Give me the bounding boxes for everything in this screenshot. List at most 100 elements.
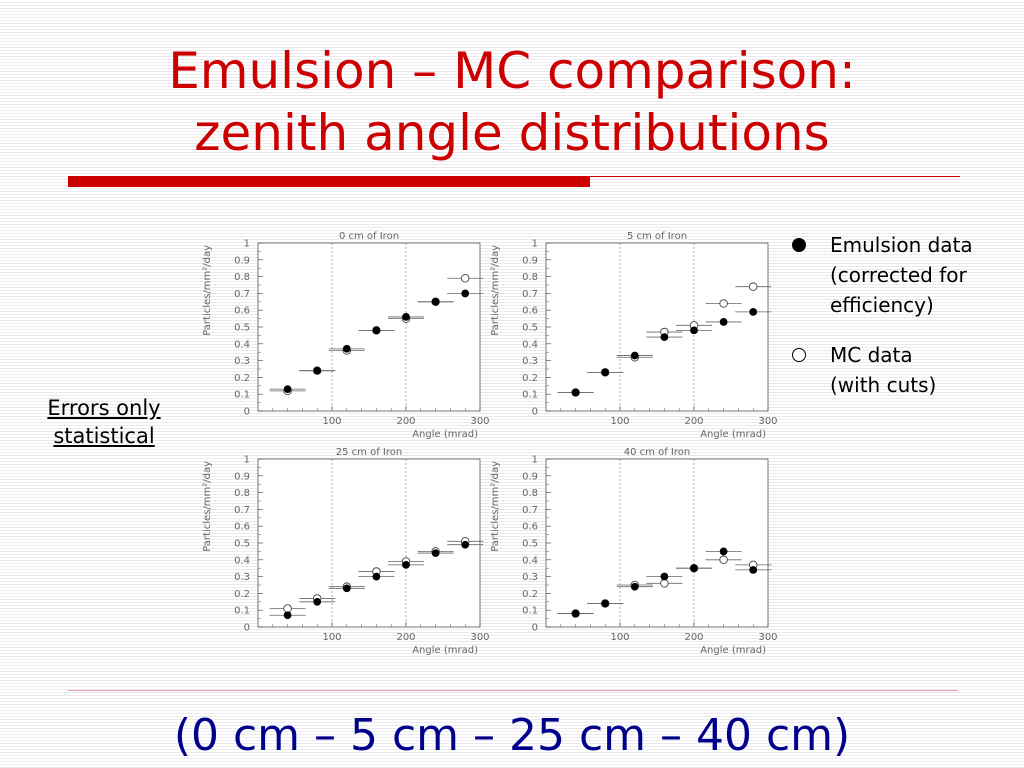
plot-panel: 0 0.1 0.2 0.3 0.4 0.5 0.6 0.7 0.8 0.9 1 100 200 300 0 … [202, 231, 490, 440]
plot-title: 40 cm of Iron [624, 447, 690, 458]
emulsion-data-point [601, 368, 609, 377]
y-tick-label: 0.9 [522, 471, 538, 482]
legend-emulsion-line1: Emulsion data [830, 233, 973, 257]
x-tick-label: 100 [322, 416, 341, 427]
legend-item-mc: MC data (with cuts) [788, 340, 1020, 400]
emulsion-data-point [660, 572, 669, 581]
y-tick-label: 0.1 [234, 390, 250, 401]
emulsion-data-point [343, 584, 351, 593]
emulsion-data-point [461, 289, 470, 298]
y-tick-label: 0.1 [522, 606, 538, 617]
plot-title: 0 cm of Iron [339, 231, 399, 242]
y-tick-label: 0.2 [234, 373, 250, 384]
y-axis-title: Particles/mm²/day [490, 461, 501, 552]
y-tick-label: 0.8 [522, 488, 538, 499]
x-tick-label: 300 [470, 416, 489, 427]
y-tick-label: 0.4 [522, 339, 538, 350]
y-tick-label: 0.4 [522, 555, 538, 566]
y-tick-label: 0.5 [522, 323, 538, 334]
y-tick-label: 0.2 [522, 373, 538, 384]
emulsion-data-point [343, 345, 351, 353]
y-tick-label: 0.9 [234, 255, 250, 266]
errors-note-line2: statistical [53, 424, 155, 448]
plot-frame [545, 458, 769, 628]
emulsion-data-point [749, 308, 757, 316]
emulsion-data-point [571, 388, 580, 397]
emulsion-data-point [313, 366, 322, 375]
y-tick-label: 0.4 [234, 555, 250, 566]
y-tick-label: 1 [532, 455, 538, 466]
y-tick-label: 0.7 [234, 505, 250, 516]
y-tick-label: 0.2 [234, 589, 250, 600]
y-tick-label: 0.3 [522, 356, 538, 367]
x-tick-label: 100 [322, 632, 341, 643]
y-tick-label: 1 [244, 455, 250, 466]
y-tick-label: 0.2 [522, 589, 538, 600]
x-tick-label: 100 [610, 632, 629, 643]
errors-note-line1: Errors only [47, 396, 161, 420]
y-tick-label: 1 [244, 239, 250, 250]
x-tick-label: 200 [684, 632, 703, 643]
y-tick-label: 0.8 [234, 488, 250, 499]
emulsion-data-point [402, 313, 410, 321]
x-axis-title: Angle (mrad) [412, 429, 478, 440]
emulsion-data-point [431, 298, 440, 306]
emulsion-data-point [690, 564, 698, 572]
slide-title-line1: Emulsion – MC comparison: [168, 42, 856, 100]
x-tick-label: 300 [758, 632, 777, 643]
y-tick-label: 0.7 [522, 505, 538, 516]
y-tick-label: 0.4 [234, 339, 250, 350]
x-tick-label: 200 [396, 632, 415, 643]
y-tick-label: 0.5 [234, 539, 250, 550]
y-tick-label: 0.5 [522, 539, 538, 550]
plot-frame [545, 242, 769, 412]
y-tick-label: 0 [532, 407, 538, 418]
footer-divider-line [68, 690, 958, 691]
plot-title: 25 cm of Iron [336, 447, 402, 458]
y-tick-label: 0.1 [522, 390, 538, 401]
y-tick-label: 0 [532, 623, 538, 634]
mc-data-point [283, 604, 292, 613]
x-axis-title: Angle (mrad) [700, 429, 766, 440]
legend-mc-line1: MC data [830, 343, 913, 367]
y-tick-label: 0.9 [234, 471, 250, 482]
emulsion-data-point [313, 598, 322, 606]
legend-emulsion-line3: efficiency) [830, 293, 934, 317]
x-tick-label: 200 [684, 416, 703, 427]
y-tick-label: 0.3 [522, 572, 538, 583]
emulsion-data-point [402, 561, 410, 569]
emulsion-data-point [719, 547, 728, 556]
plot-panel: 0 0.1 0.2 0.3 0.4 0.5 0.6 0.7 0.8 0.9 1 100 200 300 25… [202, 447, 490, 656]
emulsion-data-point [660, 333, 669, 341]
y-tick-label: 0.6 [522, 522, 538, 533]
y-tick-label: 0.1 [234, 606, 250, 617]
emulsion-data-point [631, 351, 639, 360]
emulsion-data-point [601, 599, 609, 608]
filled-circle-icon [792, 238, 806, 252]
x-axis-title: Angle (mrad) [412, 645, 478, 656]
x-tick-label: 100 [610, 416, 629, 427]
emulsion-data-point [431, 549, 440, 557]
y-tick-label: 0.9 [522, 255, 538, 266]
slide-title-line2: zenith angle distributions [194, 104, 830, 162]
legend-emulsion-line2: (corrected for [830, 263, 967, 287]
y-tick-label: 0.3 [234, 356, 250, 367]
title-accent-bar [68, 176, 590, 187]
mc-data-point [719, 555, 728, 565]
y-tick-label: 0.7 [234, 289, 250, 300]
title-divider-line [590, 176, 960, 177]
x-tick-label: 300 [470, 632, 489, 643]
y-tick-label: 0.6 [522, 306, 538, 317]
emulsion-data-point [372, 326, 381, 335]
emulsion-data-point [283, 611, 292, 620]
x-tick-label: 300 [758, 416, 777, 427]
y-tick-label: 0 [244, 407, 250, 418]
emulsion-data-point [631, 582, 639, 591]
y-tick-label: 0.6 [234, 522, 250, 533]
y-tick-label: 1 [532, 239, 538, 250]
slide-title: Emulsion – MC comparison: zenith angle d… [0, 40, 1024, 164]
emulsion-data-point [283, 385, 292, 393]
legend: Emulsion data (corrected for efficiency)… [788, 230, 1020, 420]
x-axis-title: Angle (mrad) [700, 645, 766, 656]
emulsion-data-point [571, 609, 580, 618]
